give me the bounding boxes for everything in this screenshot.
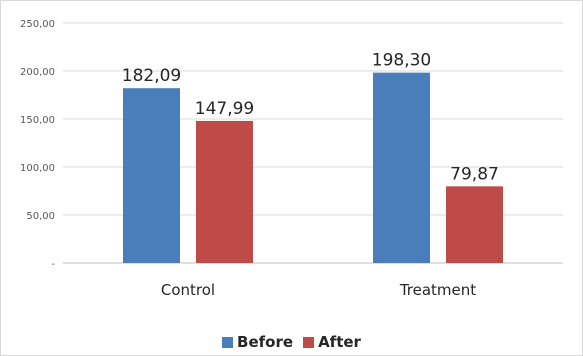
bar-chart: - 50,00 100,00 150,00 200,00 250,00 182,09 147,… (20, 19, 563, 299)
data-label: 182,09 (122, 66, 181, 86)
y-tick-label: - (51, 259, 55, 270)
legend-label-after: After (318, 333, 361, 351)
y-tick-label: 50,00 (26, 211, 55, 222)
y-tick-label: 250,00 (20, 19, 55, 30)
legend: Before After (1, 333, 582, 351)
legend-swatch-before (222, 336, 234, 348)
data-label: 79,87 (450, 164, 499, 184)
bar-before (373, 72, 430, 263)
y-tick-label: 200,00 (20, 67, 55, 78)
bar-before (123, 88, 180, 263)
data-label: 198,30 (372, 51, 431, 71)
legend-label-before: Before (237, 333, 294, 351)
legend-item-before: Before (222, 333, 293, 351)
category-label: Treatment (399, 281, 476, 299)
bar-after (446, 186, 503, 263)
legend-item-after: After (303, 333, 361, 351)
legend-swatch-after (303, 336, 315, 348)
data-label: 147,99 (195, 99, 254, 119)
category-label: Control (161, 281, 215, 299)
y-tick-label: 150,00 (20, 115, 55, 126)
bar-after (196, 120, 253, 264)
y-tick-label: 100,00 (20, 163, 55, 174)
